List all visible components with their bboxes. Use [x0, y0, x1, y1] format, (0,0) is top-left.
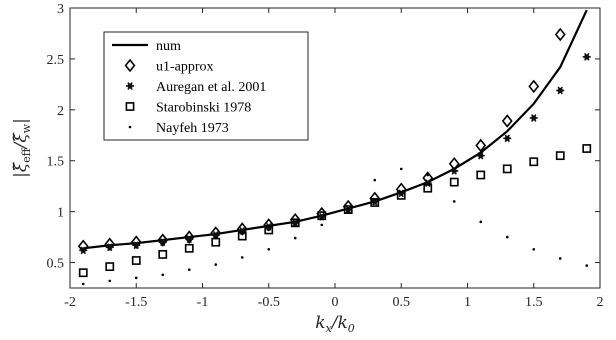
y-tick-label: 2 — [57, 104, 64, 119]
point-starobinski-1978 — [78, 268, 88, 278]
legend-label: Nayfeh 1973 — [156, 121, 229, 136]
x-tick-label: -1 — [197, 295, 209, 310]
point-nayfeh-1973 — [134, 276, 138, 280]
point-u1-approx — [528, 79, 540, 94]
point-starobinski-1978 — [529, 157, 539, 167]
point-auregan-et-al-2001 — [158, 238, 167, 247]
y-tick-label: 2.5 — [47, 53, 65, 68]
point-starobinski-1978 — [237, 231, 247, 241]
axis-ticks: -2 -1.5 -1 -0.5 0 0.5 1 1.5 2 0.5 1 1.5 2 2.5 3 — [47, 2, 604, 310]
point-u1-approx — [475, 138, 487, 153]
y-tick-label: 3 — [57, 2, 64, 17]
point-u1-approx — [263, 218, 275, 232]
point-u1-approx — [157, 233, 169, 247]
legend-swatch — [125, 102, 135, 111]
point-starobinski-1978 — [264, 225, 274, 235]
point-starobinski-1978 — [105, 262, 115, 272]
point-starobinski-1978 — [290, 218, 300, 228]
point-starobinski-1978 — [396, 190, 406, 200]
point-starobinski-1978 — [555, 151, 565, 161]
legend: num u1-approx Auregan et al. 2001 Starobins… — [103, 31, 309, 141]
point-nayfeh-1973 — [505, 235, 509, 239]
legend-label: num — [156, 39, 181, 54]
point-auregan-et-al-2001 — [582, 53, 591, 61]
point-starobinski-1978 — [476, 170, 486, 180]
x-tick-label: -0.5 — [258, 295, 280, 310]
x-tick-label: 2 — [597, 295, 604, 310]
legend-label: Starobinski 1978 — [156, 101, 251, 116]
x-tick-label: -1.5 — [125, 295, 147, 310]
point-starobinski-1978 — [317, 211, 327, 221]
point-auregan-et-al-2001 — [211, 231, 220, 239]
point-nayfeh-1973 — [452, 200, 456, 203]
y-tick-label: 1 — [57, 206, 64, 221]
legend-box — [103, 31, 309, 141]
point-nayfeh-1973 — [426, 173, 430, 177]
point-nayfeh-1973 — [320, 223, 324, 227]
point-u1-approx — [183, 230, 195, 244]
point-nayfeh-1973 — [81, 282, 85, 286]
point-starobinski-1978 — [582, 144, 592, 153]
point-nayfeh-1973 — [558, 257, 562, 260]
point-u1-approx — [236, 222, 248, 236]
point-u1-approx — [501, 114, 513, 128]
point-auregan-et-al-2001 — [529, 114, 538, 122]
legend-swatch — [126, 82, 134, 90]
point-u1-approx — [554, 27, 566, 42]
point-auregan-et-al-2001 — [556, 86, 565, 95]
x-axis-label: kx/k0 — [315, 313, 355, 335]
y-axis-label: |ξ̃eff/ξ̃w| — [11, 118, 33, 178]
point-nayfeh-1973 — [585, 264, 589, 267]
point-nayfeh-1973 — [108, 279, 112, 283]
point-starobinski-1978 — [131, 256, 141, 265]
x-tick-label: -2 — [64, 295, 76, 310]
point-nayfeh-1973 — [240, 256, 244, 259]
y-tick-label: 1.5 — [47, 155, 65, 170]
legend-label: u1-approx — [156, 60, 214, 75]
x-tick-label: 0.5 — [393, 295, 411, 310]
point-nayfeh-1973 — [373, 178, 377, 182]
point-nayfeh-1973 — [293, 236, 297, 240]
point-nayfeh-1973 — [399, 167, 403, 171]
point-auregan-et-al-2001 — [132, 241, 141, 250]
point-starobinski-1978 — [158, 250, 168, 259]
point-auregan-et-al-2001 — [291, 218, 300, 227]
point-auregan-et-al-2001 — [79, 246, 88, 255]
point-nayfeh-1973 — [161, 273, 165, 277]
point-nayfeh-1973 — [479, 220, 483, 224]
point-starobinski-1978 — [211, 237, 221, 247]
point-starobinski-1978 — [343, 205, 353, 214]
legend-swatch — [124, 58, 136, 73]
x-tick-label: 0 — [332, 295, 339, 310]
x-tick-label: 1.5 — [525, 295, 543, 310]
point-starobinski-1978 — [449, 177, 459, 187]
legend-label: Auregan et al. 2001 — [156, 80, 266, 95]
point-nayfeh-1973 — [267, 248, 271, 251]
point-nayfeh-1973 — [346, 207, 350, 210]
plot-marks — [77, 9, 592, 286]
point-auregan-et-al-2001 — [476, 151, 485, 160]
point-auregan-et-al-2001 — [105, 243, 114, 252]
point-auregan-et-al-2001 — [450, 167, 459, 175]
point-starobinski-1978 — [370, 198, 380, 207]
point-starobinski-1978 — [184, 243, 194, 253]
point-auregan-et-al-2001 — [185, 235, 194, 243]
point-auregan-et-al-2001 — [370, 197, 379, 206]
point-starobinski-1978 — [502, 164, 512, 174]
point-nayfeh-1973 — [187, 268, 191, 271]
y-tick-label: 0.5 — [47, 257, 65, 272]
point-nayfeh-1973 — [214, 263, 218, 266]
x-tick-label: 1 — [464, 295, 471, 310]
point-nayfeh-1973 — [532, 248, 536, 251]
point-auregan-et-al-2001 — [503, 134, 512, 143]
point-starobinski-1978 — [423, 183, 433, 193]
legend-swatch — [128, 125, 132, 129]
